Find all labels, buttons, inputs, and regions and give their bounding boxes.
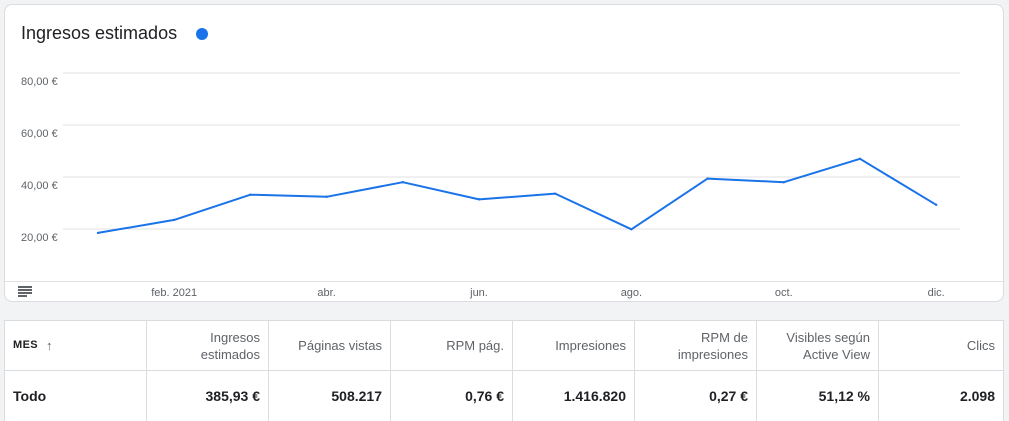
table-row: Todo 385,93 € 508.217 0,76 € 1.416.820 0… <box>5 371 1003 421</box>
chart-divider <box>5 281 1003 282</box>
data-point <box>477 198 481 201</box>
x-tick-label: abr. <box>317 287 335 299</box>
y-tick-label: 40,00 € <box>21 180 58 192</box>
cell-active-view: 51,12 % <box>757 371 879 421</box>
data-point <box>858 157 862 160</box>
cell-impressions: 1.416.820 <box>513 371 635 421</box>
report-table: MES ↑ Ingresos estimados Páginas vistas … <box>4 320 1004 421</box>
data-point <box>554 192 557 195</box>
data-point <box>935 203 938 207</box>
revenue-line-chart: 20,00 € 40,00 € 60,00 € 80,00 € feb. 2021 abr… <box>21 72 960 299</box>
table-header-row: MES ↑ Ingresos estimados Páginas vistas … <box>5 321 1003 371</box>
data-point <box>401 181 404 184</box>
sort-arrow-up-icon[interactable]: ↑ <box>46 338 53 353</box>
header-clicks[interactable]: Clics <box>966 338 995 353</box>
header-page-views[interactable]: Páginas vistas <box>269 321 391 370</box>
data-point <box>706 177 709 180</box>
cell-month: Todo <box>5 371 147 421</box>
header-impressions[interactable]: Impresiones <box>513 321 635 370</box>
series-line <box>97 157 937 234</box>
x-tick-label: oct. <box>775 287 793 299</box>
data-point <box>96 231 100 235</box>
data-point <box>173 218 176 222</box>
header-page-rpm[interactable]: RPM pág. <box>391 321 513 370</box>
x-tick-label: jun. <box>469 287 488 299</box>
chart-title: Ingresos estimados <box>21 23 178 43</box>
header-month-label: MES <box>13 339 39 351</box>
revenue-chart-card: Ingresos estimados 20,00 € 40,00 € 60,00 €… <box>4 4 1004 302</box>
cell-page-rpm: 0,76 € <box>391 371 513 421</box>
data-point <box>782 181 785 184</box>
cell-revenue: 385,93 € <box>147 371 269 421</box>
y-tick-label: 20,00 € <box>21 232 58 244</box>
menu-lines-icon[interactable] <box>18 286 32 298</box>
cell-clicks: 2.098 <box>959 388 995 404</box>
data-point <box>325 195 328 198</box>
x-tick-label: ago. <box>621 287 642 299</box>
data-point <box>630 228 633 231</box>
cell-page-views: 508.217 <box>269 371 391 421</box>
header-revenue[interactable]: Ingresos estimados <box>147 321 269 370</box>
header-impression-rpm[interactable]: RPM de impresiones <box>635 321 757 370</box>
legend-dot <box>196 28 208 40</box>
x-tick-label: feb. 2021 <box>151 287 197 299</box>
header-month[interactable]: MES ↑ <box>5 321 147 370</box>
y-tick-label: 60,00 € <box>21 128 58 140</box>
x-tick-label: dic. <box>928 287 945 299</box>
header-active-view[interactable]: Visibles según Active View <box>757 321 879 370</box>
cell-impression-rpm: 0,27 € <box>635 371 757 421</box>
data-point <box>249 193 252 196</box>
y-tick-label: 80,00 € <box>21 76 58 88</box>
